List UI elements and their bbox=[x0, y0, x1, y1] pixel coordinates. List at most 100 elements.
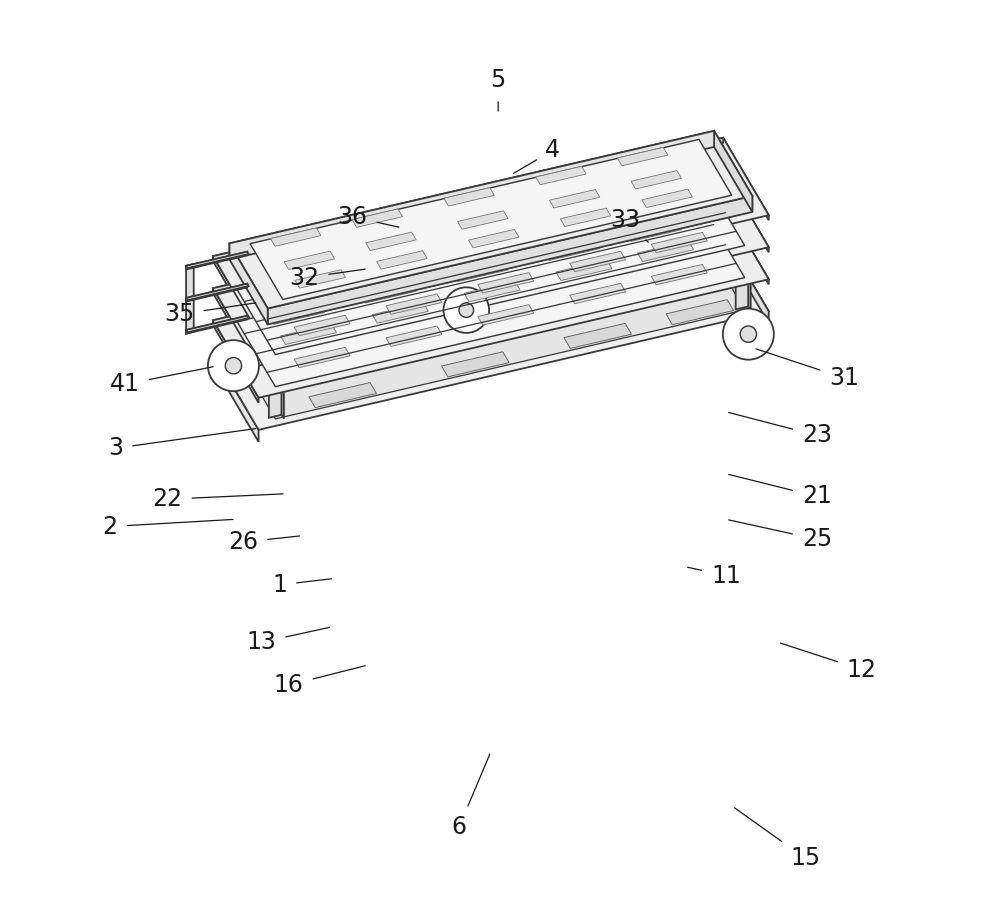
Text: 23: 23 bbox=[729, 413, 832, 447]
Polygon shape bbox=[464, 218, 520, 238]
Polygon shape bbox=[570, 220, 626, 240]
Polygon shape bbox=[464, 281, 520, 302]
Polygon shape bbox=[549, 189, 600, 208]
Polygon shape bbox=[268, 196, 752, 324]
Polygon shape bbox=[280, 260, 336, 281]
Circle shape bbox=[444, 287, 489, 333]
Polygon shape bbox=[544, 208, 600, 229]
Text: 5: 5 bbox=[491, 68, 506, 111]
Polygon shape bbox=[237, 245, 745, 419]
Polygon shape bbox=[444, 188, 494, 206]
Text: 16: 16 bbox=[274, 666, 365, 697]
Polygon shape bbox=[294, 347, 350, 368]
Polygon shape bbox=[213, 202, 769, 398]
Text: 32: 32 bbox=[289, 266, 365, 290]
Polygon shape bbox=[711, 146, 713, 246]
Polygon shape bbox=[386, 294, 442, 314]
Polygon shape bbox=[638, 241, 694, 261]
Polygon shape bbox=[296, 361, 364, 386]
Text: 15: 15 bbox=[735, 808, 820, 870]
Polygon shape bbox=[352, 209, 403, 228]
Polygon shape bbox=[653, 278, 721, 303]
Polygon shape bbox=[556, 228, 612, 249]
Polygon shape bbox=[186, 283, 247, 302]
Polygon shape bbox=[638, 177, 694, 198]
Polygon shape bbox=[626, 157, 682, 178]
Text: 33: 33 bbox=[611, 209, 648, 242]
Text: 3: 3 bbox=[108, 428, 256, 460]
Polygon shape bbox=[213, 138, 769, 333]
Polygon shape bbox=[284, 251, 335, 270]
Text: 11: 11 bbox=[688, 564, 741, 588]
Polygon shape bbox=[556, 261, 612, 281]
Polygon shape bbox=[736, 210, 748, 310]
Polygon shape bbox=[386, 261, 442, 282]
Polygon shape bbox=[570, 283, 626, 303]
Polygon shape bbox=[429, 330, 496, 355]
Polygon shape bbox=[372, 271, 428, 292]
Circle shape bbox=[208, 340, 259, 391]
Polygon shape bbox=[213, 321, 259, 403]
Polygon shape bbox=[213, 353, 259, 442]
Polygon shape bbox=[270, 228, 321, 246]
Polygon shape bbox=[213, 288, 259, 371]
Polygon shape bbox=[698, 146, 711, 245]
Circle shape bbox=[225, 357, 242, 374]
Circle shape bbox=[740, 326, 757, 343]
Polygon shape bbox=[626, 189, 682, 210]
Polygon shape bbox=[442, 352, 509, 377]
Polygon shape bbox=[186, 283, 249, 301]
Polygon shape bbox=[537, 277, 604, 302]
Polygon shape bbox=[186, 251, 249, 268]
Polygon shape bbox=[377, 251, 427, 269]
Polygon shape bbox=[544, 240, 600, 261]
Polygon shape bbox=[642, 189, 692, 208]
Polygon shape bbox=[626, 221, 682, 241]
Polygon shape bbox=[213, 256, 259, 339]
Polygon shape bbox=[617, 148, 668, 166]
Polygon shape bbox=[452, 197, 508, 218]
Polygon shape bbox=[294, 283, 350, 303]
Circle shape bbox=[459, 302, 474, 317]
Polygon shape bbox=[213, 234, 723, 364]
Text: 13: 13 bbox=[246, 628, 330, 654]
Polygon shape bbox=[468, 230, 519, 248]
Polygon shape bbox=[237, 180, 745, 354]
Text: 21: 21 bbox=[729, 475, 832, 508]
Polygon shape bbox=[458, 210, 508, 230]
Text: 12: 12 bbox=[780, 643, 877, 681]
Polygon shape bbox=[570, 251, 626, 271]
Polygon shape bbox=[564, 323, 632, 348]
Text: 41: 41 bbox=[110, 367, 213, 396]
Polygon shape bbox=[282, 336, 349, 361]
Polygon shape bbox=[372, 302, 428, 323]
Polygon shape bbox=[237, 212, 745, 386]
Polygon shape bbox=[560, 208, 611, 227]
Polygon shape bbox=[631, 170, 681, 189]
Polygon shape bbox=[295, 270, 345, 288]
Polygon shape bbox=[186, 316, 247, 333]
Polygon shape bbox=[464, 250, 520, 270]
Polygon shape bbox=[639, 253, 706, 278]
Polygon shape bbox=[360, 219, 416, 239]
Polygon shape bbox=[638, 210, 694, 230]
Polygon shape bbox=[544, 176, 600, 196]
Polygon shape bbox=[723, 138, 769, 220]
Polygon shape bbox=[280, 324, 336, 344]
Text: 2: 2 bbox=[103, 515, 233, 538]
Text: 22: 22 bbox=[152, 487, 283, 511]
Polygon shape bbox=[244, 254, 246, 354]
Polygon shape bbox=[186, 251, 247, 270]
Text: 4: 4 bbox=[513, 138, 560, 173]
Polygon shape bbox=[386, 326, 442, 346]
Polygon shape bbox=[556, 196, 612, 217]
Polygon shape bbox=[651, 232, 707, 252]
Polygon shape bbox=[452, 230, 508, 250]
Polygon shape bbox=[280, 292, 336, 312]
Polygon shape bbox=[651, 200, 707, 220]
Polygon shape bbox=[452, 261, 508, 281]
Polygon shape bbox=[414, 305, 482, 331]
Circle shape bbox=[723, 309, 774, 360]
Text: 25: 25 bbox=[729, 520, 832, 551]
Polygon shape bbox=[651, 264, 707, 285]
